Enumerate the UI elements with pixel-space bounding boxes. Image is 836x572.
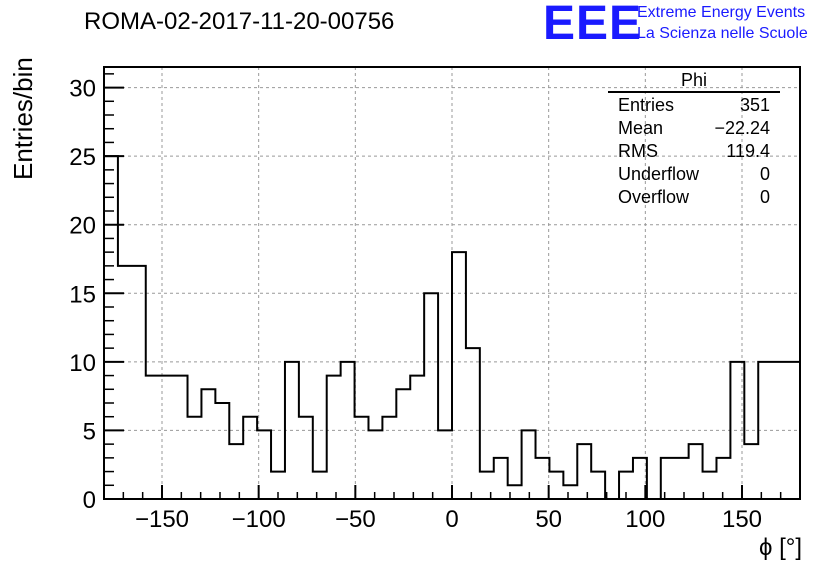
stats-value: 0 [759,164,770,184]
x-tick-label: −150 [135,506,189,533]
stats-row-entries: Entries 351 [608,94,780,117]
stats-label: Entries [618,95,675,115]
axis-ticks [104,73,782,500]
stats-label: Underflow [618,164,700,184]
logo-caption-line2: La Scienza nelle Scuole [637,25,808,42]
stats-value: 351 [739,95,770,115]
eee-logo: EEE [543,0,643,50]
stats-label: Mean [618,118,664,138]
axis-tick-labels: −150 −100 −50 0 50 100 150 0 5 10 15 20 25 30 [69,76,762,533]
y-tick-label: 25 [69,144,96,171]
y-tick-label: 20 [69,213,96,240]
chart-title: ROMA-02-2017-11-20-00756 [84,8,395,35]
stats-value: 0 [759,187,770,207]
x-tick-label: 0 [445,506,458,533]
stats-row-underflow: Underflow 0 [608,163,780,186]
x-tick-label: 150 [722,506,762,533]
stats-row-rms: RMS 119.4 [608,140,780,163]
x-tick-label: −100 [232,506,286,533]
x-tick-label: 50 [535,506,562,533]
y-tick-label: 10 [69,350,96,377]
histogram-line [103,155,801,500]
x-axis-label: ϕ [°] [758,534,802,561]
y-tick-label: 15 [69,281,96,308]
stats-row-overflow: Overflow 0 [608,186,780,209]
stats-title: Phi [608,70,780,93]
stats-label: RMS [618,141,658,161]
logo-caption: Extreme Energy Events La Scienza nelle S… [637,2,808,44]
stats-value: 119.4 [726,141,770,161]
y-tick-label: 30 [69,76,96,103]
stats-box: Phi Entries 351 Mean −22.24 RMS 119.4 Under… [608,70,780,209]
stats-row-mean: Mean −22.24 [608,117,780,140]
y-axis-label: Entries/bin [8,57,38,180]
logo-caption-line1: Extreme Energy Events [637,4,806,21]
x-tick-label: 100 [625,506,665,533]
x-tick-label: −50 [335,506,376,533]
y-tick-label: 0 [83,487,96,514]
stats-value: −22.24 [714,118,770,138]
stats-label: Overflow [618,187,690,207]
y-tick-label: 5 [83,418,96,445]
